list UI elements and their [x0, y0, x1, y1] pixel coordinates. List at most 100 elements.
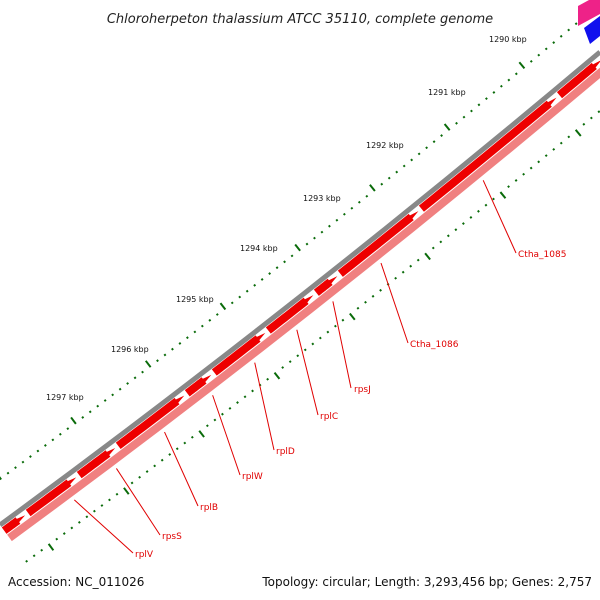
inner-ruler-tick	[326, 330, 330, 334]
cds-feature	[211, 332, 266, 376]
cds-feature	[115, 395, 185, 449]
inner-ruler-tick	[138, 475, 141, 479]
ruler-tick	[96, 404, 100, 408]
ruler-tick	[275, 266, 279, 270]
cds-features	[1, 60, 600, 542]
tick-label-1290: 1290 kbp	[489, 35, 527, 44]
ruler-tick	[260, 278, 264, 281]
ruler-tick	[51, 438, 55, 442]
ruler-tick	[268, 272, 272, 275]
inner-ruler-tick	[424, 252, 431, 261]
tick-label-1297: 1297 kbp	[46, 393, 84, 402]
inner-ruler-tick	[469, 216, 473, 219]
ruler-tick	[320, 230, 324, 234]
gene-label-rpss: rpsS	[162, 532, 182, 542]
inner-ruler-tick	[40, 548, 44, 552]
inner-ruler-tick	[288, 360, 292, 364]
inner-ruler-tick	[574, 129, 582, 137]
gene-label-rplc: rplC	[320, 412, 338, 422]
ruler-tick	[163, 353, 167, 357]
ruler-tick	[43, 444, 47, 447]
inner-ruler-tick	[236, 401, 239, 404]
inner-ruler-tick	[431, 246, 435, 250]
inner-ruler-tick	[582, 122, 586, 126]
inner-ruler-tick	[296, 354, 300, 358]
ruler-tick	[103, 399, 107, 402]
ruler-tick	[6, 471, 10, 475]
cds-feature	[1, 515, 26, 534]
cds-feature	[184, 374, 212, 397]
ruler-tick	[70, 416, 77, 425]
ruler-tick	[395, 170, 399, 174]
ruler-tick	[552, 41, 556, 44]
inner-ruler-tick	[205, 424, 209, 428]
tick-label-1295: 1295 kbp	[176, 295, 214, 304]
genome-summary-text: Topology: circular; Length: 3,293,456 bp…	[261, 575, 592, 589]
ruler-tick	[238, 295, 242, 299]
ruler-tick	[36, 449, 40, 453]
inner-ruler-tick	[108, 498, 111, 502]
ruler-tick	[410, 158, 414, 162]
cds-feature	[313, 276, 338, 296]
ruler-tick	[88, 410, 92, 414]
tick-label-1291: 1291 kbp	[428, 88, 466, 97]
ruler-tick	[365, 194, 369, 198]
ruler-tick	[0, 476, 2, 481]
ruler-tick	[215, 313, 219, 316]
inner-ruler-tick	[529, 166, 533, 170]
leader-line	[332, 301, 352, 389]
gene-label-ctha-1085: Ctha_1085	[518, 250, 566, 260]
ruler-tick	[208, 318, 212, 322]
ruler-tick	[14, 466, 17, 470]
ruler-tick	[455, 121, 458, 125]
ruler-tick	[380, 182, 384, 186]
inner-ruler-tick	[62, 532, 66, 535]
inner-ruler-tick	[93, 509, 96, 513]
ruler-tick	[443, 123, 451, 131]
leader-line	[482, 180, 517, 254]
ruler-tick	[230, 301, 234, 305]
inner-ruler-tick	[567, 135, 571, 139]
inner-ruler-tick	[243, 395, 247, 399]
ruler-labels: 1290 kbp 1291 kbp 1292 kbp 1293 kbp 1294…	[46, 35, 527, 402]
ruler-tick	[417, 152, 421, 156]
inner-ruler-tick	[70, 526, 74, 530]
ruler-tick	[21, 460, 25, 464]
tick-label-1294: 1294 kbp	[240, 244, 278, 253]
inner-ruler-tick	[477, 209, 480, 213]
inner-ruler-tick	[507, 185, 510, 189]
ruler-tick	[283, 260, 286, 264]
ruler-tick	[492, 91, 496, 94]
inner-ruler-tick	[597, 110, 600, 114]
legend-swatch-magenta	[578, 0, 600, 26]
inner-ruler-tick	[273, 371, 281, 380]
inner-ruler-tick	[25, 559, 29, 563]
inner-ruler-tick	[364, 300, 367, 304]
inner-ruler-tick	[100, 504, 104, 507]
ruler-tick	[559, 34, 563, 38]
ruler-tick	[81, 416, 85, 419]
leader-line	[212, 395, 241, 476]
ruler-tick	[357, 200, 361, 204]
ruler-tick	[185, 336, 189, 340]
ruler-tick	[574, 22, 578, 26]
cds-feature	[25, 477, 77, 517]
inner-ruler-tick	[32, 554, 36, 558]
gene-label-ctha-1086: Ctha_1086	[410, 340, 459, 350]
inner-ruler-tick	[228, 406, 232, 410]
genome-backbone	[0, 50, 600, 528]
inner-ruler-tick	[303, 348, 307, 352]
ruler-tick	[518, 61, 526, 70]
ruler-tick	[387, 176, 391, 180]
inner-ruler-tick	[153, 464, 157, 468]
inner-ruler-tick	[251, 389, 254, 393]
inner-ruler-tick	[544, 154, 548, 158]
inner-ruler-tick	[394, 276, 398, 280]
inner-ruler-tick	[190, 435, 194, 439]
inner-ruler-tick	[492, 197, 495, 201]
ruler-tick	[440, 134, 443, 137]
inner-ruler-tick	[47, 543, 55, 551]
ruler-tick	[193, 330, 197, 334]
inner-ruler-tick	[409, 264, 413, 268]
ruler-tick	[171, 347, 174, 351]
